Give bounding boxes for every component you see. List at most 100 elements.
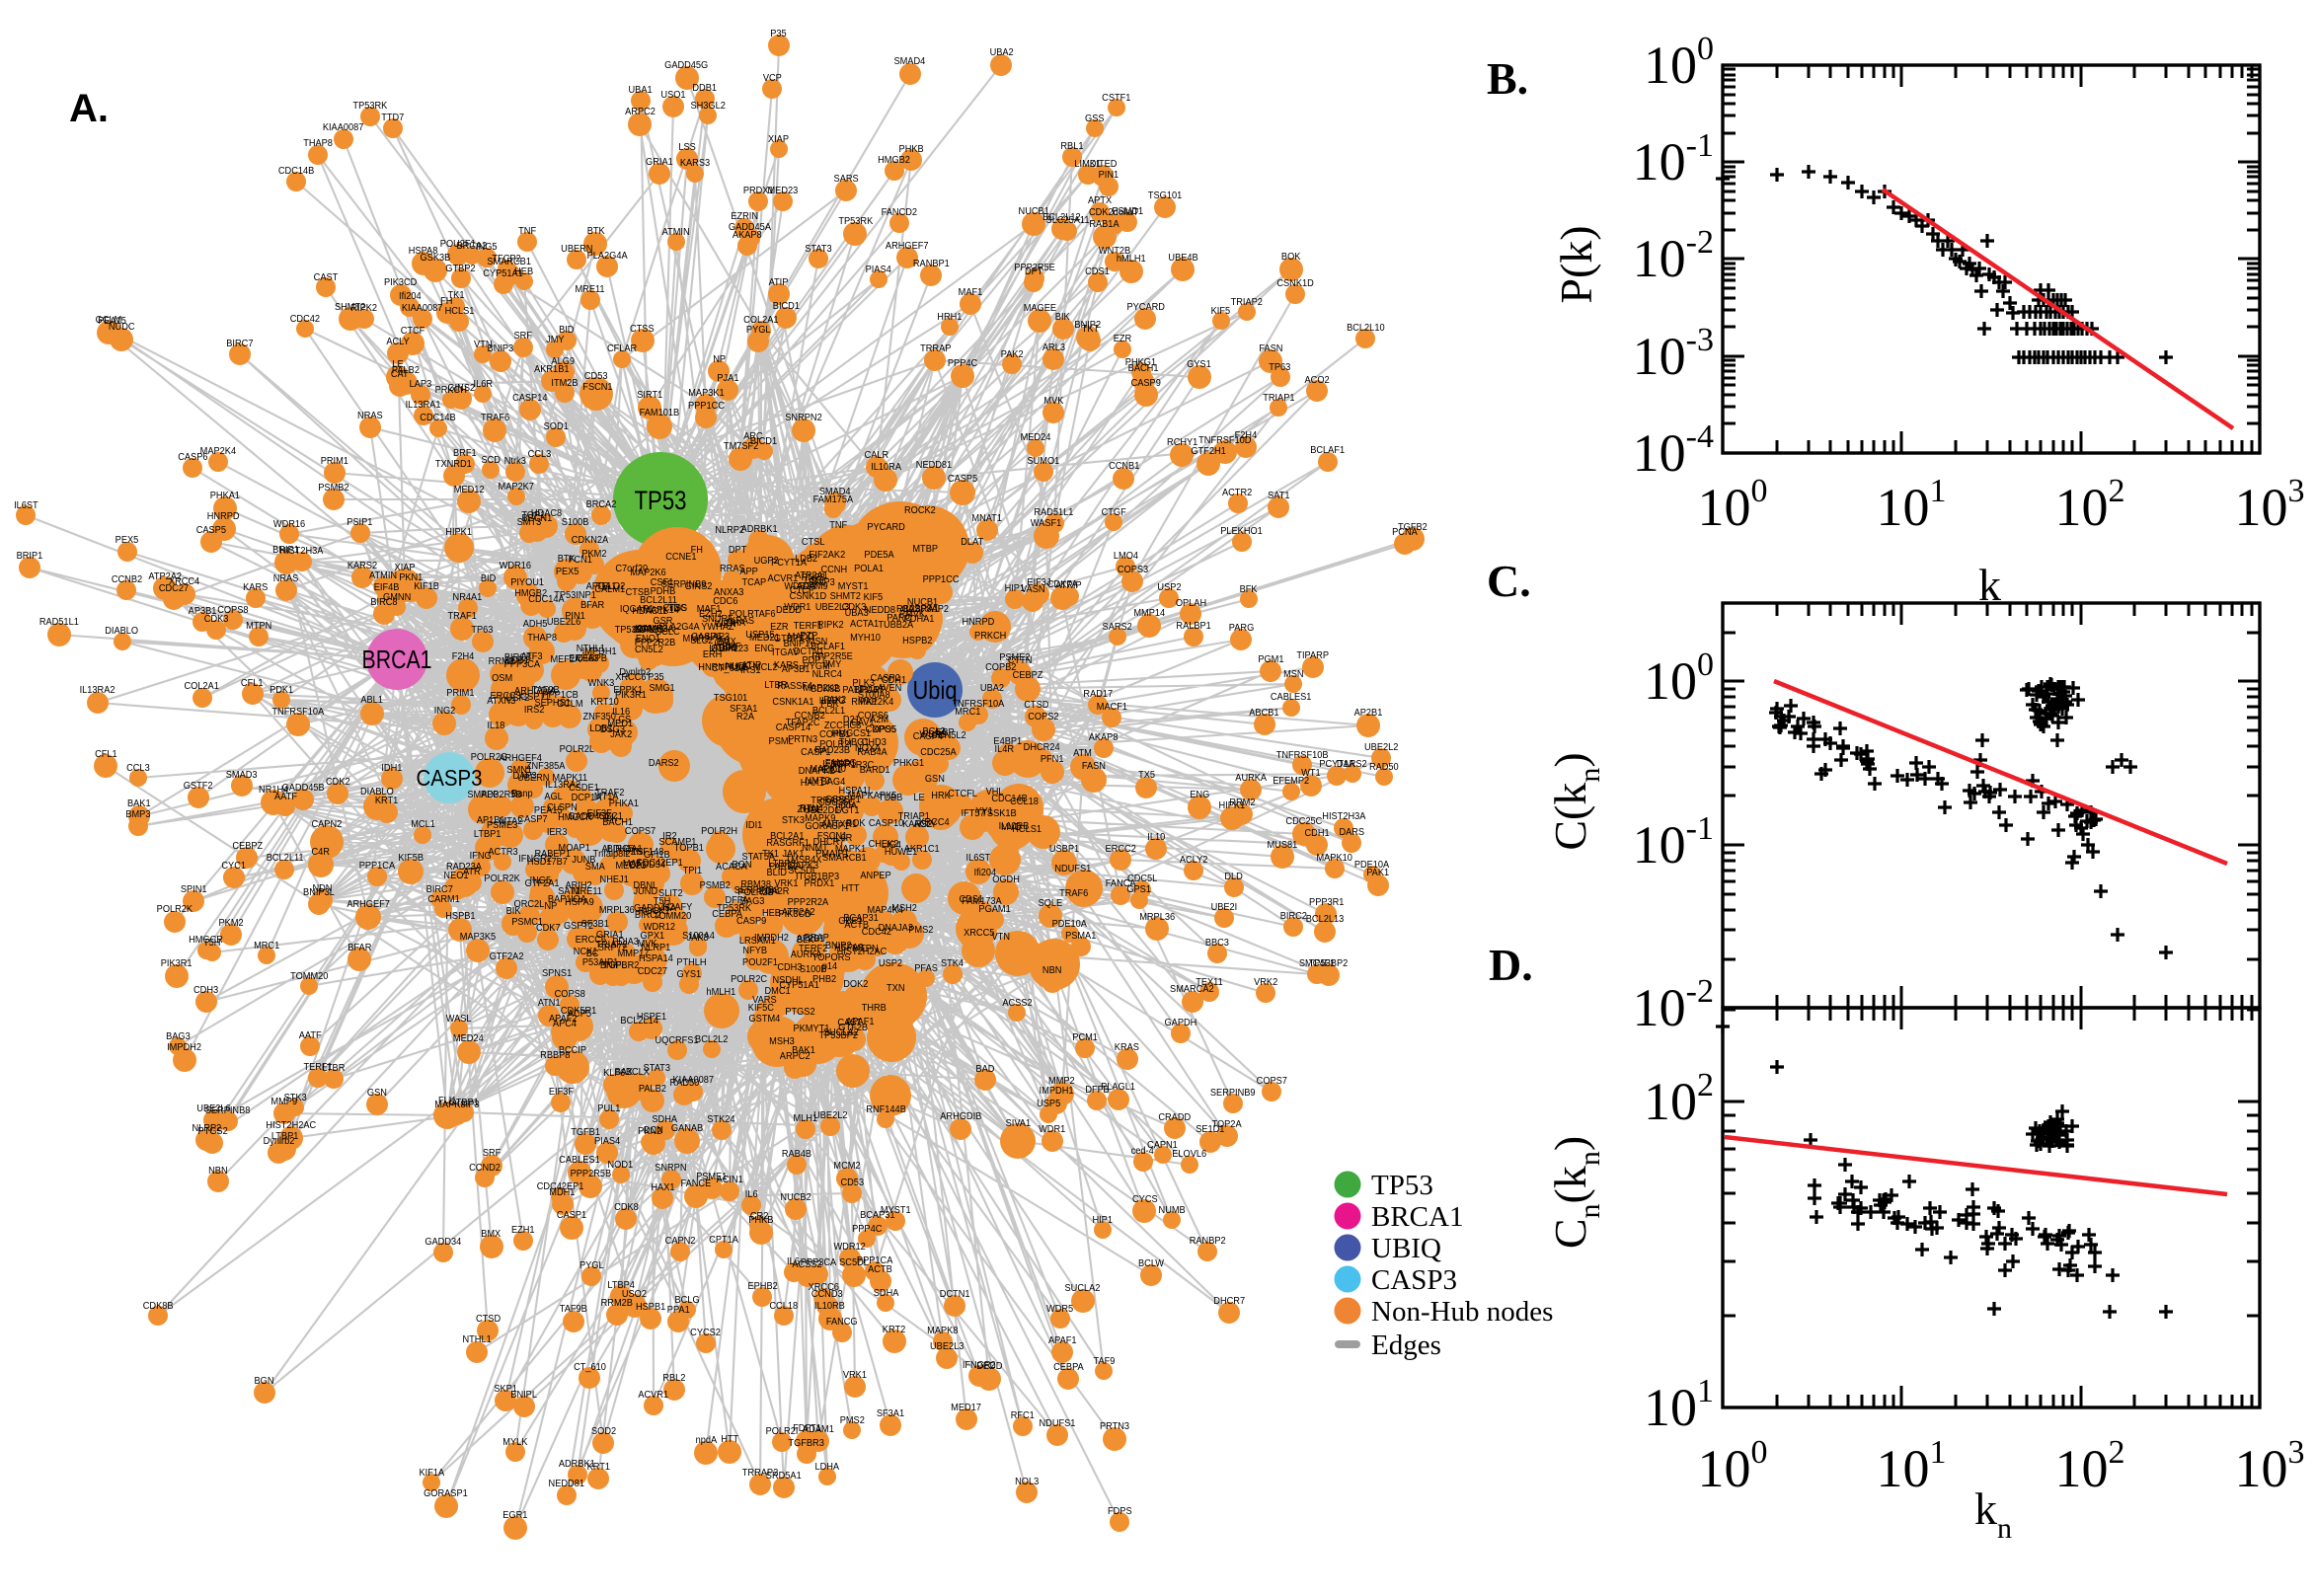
svg-text:SRF: SRF	[483, 1148, 501, 1160]
svg-text:MUS81: MUS81	[1267, 840, 1297, 852]
svg-text:OGDH: OGDH	[992, 874, 1020, 886]
svg-text:HRH1: HRH1	[937, 312, 963, 324]
svg-text:CT_610: CT_610	[574, 1362, 606, 1374]
svg-text:F2H4: F2H4	[1235, 430, 1258, 442]
svg-text:PRDX1: PRDX1	[743, 186, 774, 197]
svg-text:DCTN1: DCTN1	[940, 1289, 970, 1301]
svg-text:MAP2K6: MAP2K6	[630, 568, 666, 579]
svg-text:NP: NP	[545, 901, 558, 913]
svg-text:WASF1: WASF1	[1031, 518, 1062, 530]
svg-text:PIK3R1: PIK3R1	[615, 690, 647, 702]
svg-text:PCNA: PCNA	[1392, 527, 1418, 539]
svg-text:MRE11: MRE11	[573, 886, 603, 898]
svg-text:BNIP2: BNIP2	[1074, 320, 1101, 332]
svg-text:ARPC2: ARPC2	[625, 107, 656, 118]
svg-text:CDC14B: CDC14B	[420, 413, 456, 424]
svg-text:CASP5: CASP5	[948, 474, 978, 486]
svg-text:PPP1CA: PPP1CA	[857, 1255, 893, 1267]
svg-text:WNT2B: WNT2B	[1099, 246, 1131, 258]
svg-text:USP2: USP2	[879, 958, 902, 970]
svg-text:ZHX1: ZHX1	[797, 804, 820, 816]
svg-text:COPS7: COPS7	[1257, 1076, 1287, 1088]
svg-text:SNURF: SNURF	[702, 614, 733, 626]
svg-text:SF3B1: SF3B1	[581, 919, 610, 931]
svg-text:HSPB2: HSPB2	[902, 636, 932, 647]
svg-text:LTBP1: LTBP1	[271, 1131, 299, 1143]
svg-text:IFNGR1: IFNGR1	[822, 759, 856, 771]
svg-text:CDK8B: CDK8B	[811, 684, 841, 696]
svg-text:IL10RA: IL10RA	[871, 462, 901, 474]
svg-text:UBE4B: UBE4B	[1168, 253, 1198, 265]
svg-text:IRS2: IRS2	[524, 705, 545, 717]
svg-text:CN5L2: CN5L2	[635, 645, 663, 656]
svg-text:BFAR: BFAR	[580, 600, 604, 612]
svg-text:TERF1: TERF1	[794, 621, 823, 633]
svg-text:TRRAP: TRRAP	[920, 343, 952, 355]
svg-text:VASN: VASN	[1021, 584, 1044, 596]
svg-text:HSPA8: HSPA8	[834, 943, 864, 954]
svg-text:TRIAP1: TRIAP1	[1263, 393, 1295, 405]
svg-text:LRSAM1: LRSAM1	[739, 936, 776, 948]
svg-text:CASP8AP2: CASP8AP2	[901, 604, 949, 616]
svg-text:ORC2L: ORC2L	[514, 899, 545, 911]
svg-text:TP53: TP53	[1371, 1170, 1433, 1201]
svg-text:BIRC2: BIRC2	[635, 910, 661, 922]
svg-text:GSN: GSN	[925, 774, 945, 786]
svg-text:PKN1: PKN1	[399, 572, 424, 584]
svg-text:DNAPK2: DNAPK2	[799, 766, 835, 778]
svg-text:HIPK1: HIPK1	[445, 527, 472, 539]
svg-text:ABL1: ABL1	[360, 695, 383, 707]
svg-text:PIK3R1: PIK3R1	[161, 958, 193, 970]
svg-text:UBE2D1: UBE2D1	[805, 805, 840, 817]
svg-text:p14: p14	[822, 961, 838, 973]
svg-text:CALM1: CALM1	[594, 584, 625, 596]
svg-text:PPP1R3C: PPP1R3C	[832, 760, 874, 772]
svg-text:PSMB2: PSMB2	[700, 880, 731, 892]
svg-text:PDE10A: PDE10A	[1354, 860, 1390, 872]
svg-text:WRN: WRN	[715, 619, 736, 631]
svg-text:HIST2H3A: HIST2H3A	[279, 546, 323, 558]
svg-text:CDK2: CDK2	[326, 777, 350, 789]
svg-text:MAP2K4: MAP2K4	[200, 446, 237, 458]
svg-text:MSH3: MSH3	[769, 1036, 795, 1048]
svg-text:TAF9: TAF9	[1094, 1356, 1116, 1368]
svg-text:GPX1: GPX1	[641, 931, 665, 943]
svg-text:ATRIP: ATRIP	[1055, 580, 1082, 592]
svg-text:APTX: APTX	[1088, 195, 1112, 207]
svg-text:WDR12: WDR12	[644, 922, 675, 934]
svg-text:CYC1: CYC1	[221, 861, 246, 873]
svg-text:SMARCB1: SMARCB1	[822, 853, 867, 865]
svg-text:CTSB: CTSB	[626, 587, 651, 599]
svg-text:IR2: IR2	[662, 831, 676, 843]
svg-text:PZP: PZP	[800, 631, 817, 643]
svg-text:BRCA2: BRCA2	[586, 499, 617, 511]
svg-text:PKM2: PKM2	[581, 549, 606, 561]
svg-text:BOK: BOK	[1281, 252, 1301, 264]
svg-text:BGN: BGN	[255, 1376, 274, 1388]
svg-text:CAST: CAST	[314, 272, 339, 284]
svg-text:H2AFY: H2AFY	[663, 902, 693, 914]
svg-text:TRRAP2: TRRAP2	[742, 1468, 778, 1480]
svg-text:SEPHS1: SEPHS1	[534, 698, 571, 710]
svg-text:TGFBR2: TGFBR2	[603, 960, 639, 972]
svg-text:SNRPN: SNRPN	[655, 1163, 686, 1175]
svg-text:DARS: DARS	[1339, 827, 1364, 839]
svg-text:CTSD: CTSD	[476, 1314, 501, 1326]
svg-text:ARHGEF4: ARHGEF4	[499, 753, 542, 765]
svg-text:CDS1: CDS1	[1085, 266, 1110, 278]
svg-text:IL4R: IL4R	[995, 744, 1014, 756]
svg-text:POLA1: POLA1	[854, 564, 884, 575]
svg-text:CLSPN: CLSPN	[547, 802, 578, 814]
svg-text:FANCG: FANCG	[826, 1317, 858, 1329]
svg-text:NR1H4: NR1H4	[259, 785, 289, 797]
svg-text:ANXA3: ANXA3	[714, 587, 744, 599]
svg-text:CASP9: CASP9	[736, 916, 767, 928]
svg-text:Tnfaip8l2: Tnfaip8l2	[593, 849, 631, 861]
svg-text:SMAD3: SMAD3	[467, 790, 499, 801]
svg-text:CCNB1: CCNB1	[1109, 461, 1140, 473]
svg-text:RAD23B: RAD23B	[814, 745, 850, 757]
svg-text:AATF: AATF	[299, 1030, 322, 1042]
svg-text:RRM2: RRM2	[1229, 798, 1255, 809]
svg-text:BCLX: BCLX	[626, 1067, 650, 1079]
svg-text:DHCR24: DHCR24	[1024, 742, 1060, 754]
